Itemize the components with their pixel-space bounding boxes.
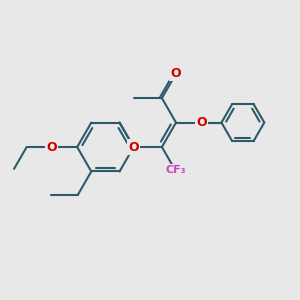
Text: O: O — [171, 67, 181, 80]
Text: O: O — [46, 140, 57, 154]
Text: O: O — [196, 116, 207, 129]
Text: O: O — [128, 140, 139, 154]
Text: CF₃: CF₃ — [165, 165, 185, 175]
